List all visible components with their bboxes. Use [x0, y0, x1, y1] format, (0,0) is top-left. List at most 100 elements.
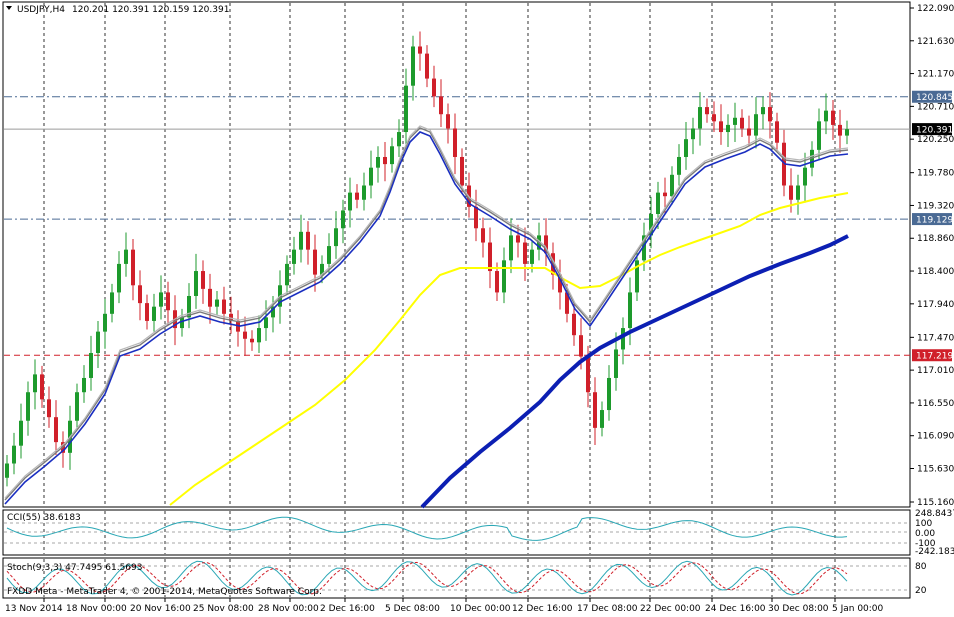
candle-body [502, 260, 506, 293]
ohlc-header: 120.201 120.391 120.159 120.391 [72, 5, 229, 15]
ma-slow-yellow [169, 192, 849, 506]
candle-body [453, 128, 457, 157]
stoch-tick-label: 80 [915, 562, 927, 572]
candle-body [656, 192, 660, 215]
candle-body [712, 114, 716, 122]
candle-body [824, 110, 828, 122]
candle-body [649, 214, 653, 236]
candle-body [418, 46, 422, 54]
candle-body [12, 445, 16, 464]
candle-body [390, 146, 394, 165]
candle-body [271, 306, 275, 318]
candle-body [166, 292, 170, 311]
price-tick-label: 120.710 [917, 102, 954, 112]
candle-body [495, 271, 499, 293]
candle-body [740, 117, 744, 129]
candle-body [446, 114, 450, 129]
price-tick-label: 118.400 [917, 267, 954, 277]
candle-body [313, 249, 317, 275]
candle-body [19, 420, 23, 446]
price-tick-label: 118.860 [917, 234, 954, 244]
candle-body [124, 249, 128, 264]
level-tag-bg [912, 349, 952, 362]
candle-body [306, 231, 310, 250]
candle-body [341, 210, 345, 229]
time-tick-label: 18 Nov 00:00 [66, 604, 127, 614]
candle-body [404, 85, 408, 133]
price-tick-label: 117.010 [917, 366, 954, 376]
candle-body [733, 117, 737, 125]
ma-fast-grey-1 [4, 127, 849, 501]
cci-pane-frame [2, 509, 911, 556]
candle-body [635, 260, 639, 293]
candle-body [705, 107, 709, 115]
candle-body [642, 235, 646, 261]
candle-body [544, 235, 548, 254]
level-tag-label: 117.219 [916, 352, 953, 362]
candle-body [789, 185, 793, 200]
candle-body [670, 174, 674, 197]
level-tag-label: 120.391 [916, 126, 953, 136]
candle-body [194, 271, 198, 296]
candle-body [838, 124, 842, 136]
candle-body [159, 292, 163, 307]
cci-tick-label: 0.00 [915, 529, 935, 539]
candle-body [726, 124, 730, 133]
candle-body [432, 78, 436, 97]
candle-body [180, 317, 184, 329]
price-tick-label: 117.940 [917, 300, 954, 310]
candle-body [621, 328, 625, 350]
candle-body [40, 374, 44, 400]
candle-body [327, 246, 331, 264]
cci-label: CCI(55) 38.6183 [7, 513, 81, 523]
candle-body [264, 317, 268, 329]
stoch-pane [4, 560, 910, 596]
candle-body [362, 185, 366, 200]
stoch-d-line [6, 561, 848, 595]
candle-body [75, 392, 79, 421]
cci-tick-label: -100 [915, 539, 936, 549]
candle-body [586, 356, 590, 393]
price-tick-label: 121.630 [917, 37, 954, 47]
candle-body [817, 121, 821, 150]
candle-body [47, 399, 51, 418]
price-tick-label: 115.630 [917, 464, 954, 474]
candle-body [26, 392, 30, 421]
candle-body [768, 107, 772, 122]
candle-body [558, 274, 562, 293]
main-pane-frame [2, 1, 911, 508]
candle-body [523, 242, 527, 264]
time-tick-label: 17 Dec 08:00 [577, 604, 638, 614]
price-tick-label: 117.470 [917, 333, 954, 343]
candle-body [285, 263, 289, 286]
candle-body [600, 410, 604, 428]
level-tag-label: 120.845 [916, 93, 953, 103]
candle-body [397, 132, 401, 147]
ma-long-blue [420, 234, 849, 509]
level-tags: 120.845 120.391 119.129 117.219 [912, 90, 953, 362]
candle-body [54, 417, 58, 443]
candle-body [103, 313, 107, 332]
level-tag-bg [912, 123, 952, 136]
candle-body [754, 114, 758, 136]
cci-pane [4, 516, 910, 544]
candle-body [208, 288, 212, 307]
candle-body [530, 249, 534, 264]
candle-body [628, 292, 632, 329]
dropdown-triangle-icon[interactable] [6, 6, 12, 10]
level-tag-bg [912, 90, 952, 103]
time-tick-label: 22 Dec 00:00 [640, 604, 701, 614]
candle-body [355, 192, 359, 200]
candle-body [243, 331, 247, 339]
candle-body [831, 110, 835, 125]
candle-body [117, 263, 121, 293]
level-tag-label: 119.129 [916, 216, 953, 226]
price-tick-label: 121.170 [917, 70, 954, 80]
candle-body [775, 121, 779, 143]
candle-body [131, 249, 135, 286]
candle-body [488, 242, 492, 272]
candle-body [425, 53, 429, 79]
candle-body [152, 306, 156, 321]
